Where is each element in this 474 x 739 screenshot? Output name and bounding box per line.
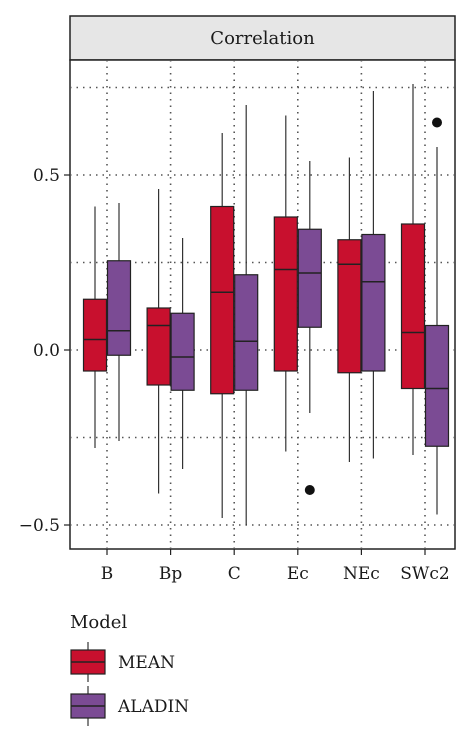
box-mean-nec bbox=[337, 239, 362, 374]
box-aladin-nec bbox=[361, 233, 386, 372]
legend: Model MEAN ALADIN bbox=[70, 612, 189, 726]
box-mean-c bbox=[210, 205, 235, 395]
x-tick-label: NEc bbox=[343, 564, 380, 584]
strip-background bbox=[69, 15, 456, 61]
box-aladin-b bbox=[106, 260, 132, 356]
legend-title: Model bbox=[70, 612, 127, 633]
y-tick-label: −0.5 bbox=[19, 516, 60, 536]
strip-label: Correlation bbox=[210, 28, 315, 49]
x-tick-label: B bbox=[101, 564, 114, 584]
box-aladin-c bbox=[234, 274, 259, 391]
x-tick-label: C bbox=[228, 564, 241, 584]
y-tick-label: 0.5 bbox=[33, 166, 60, 186]
box-mean-swc2 bbox=[400, 223, 426, 390]
plot-panel bbox=[69, 59, 456, 550]
box-mean-ec bbox=[273, 216, 298, 372]
box-aladin-swc2 bbox=[424, 324, 450, 447]
outlier-point bbox=[432, 117, 442, 128]
axis-layer: −0.5 0.0 0.5 B Bp C Ec NEc SWc2 bbox=[19, 166, 450, 584]
box-mean-bp bbox=[146, 307, 171, 386]
box-mean-b bbox=[82, 298, 108, 372]
legend-label-aladin: ALADIN bbox=[117, 697, 189, 717]
legend-label-mean: MEAN bbox=[118, 653, 175, 673]
x-tick-label: Ec bbox=[287, 564, 309, 584]
box-aladin-ec bbox=[297, 228, 322, 328]
box-aladin-bp bbox=[170, 312, 195, 391]
x-tick-label: SWc2 bbox=[400, 564, 449, 584]
x-tick-label: Bp bbox=[159, 564, 182, 584]
box-layer bbox=[82, 84, 450, 525]
outlier-point bbox=[304, 485, 315, 495]
y-tick-label: 0.0 bbox=[33, 341, 60, 361]
